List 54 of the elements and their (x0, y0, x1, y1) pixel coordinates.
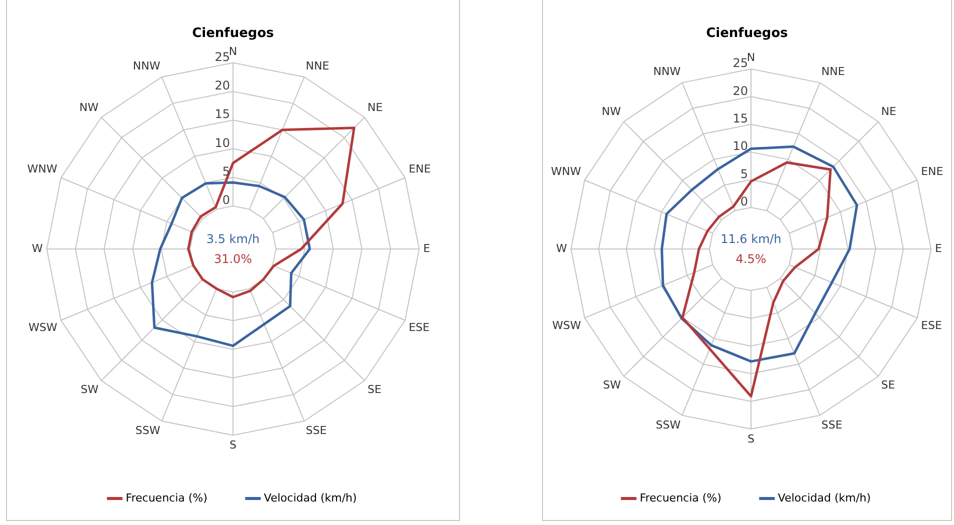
spoke-label: E (423, 242, 430, 255)
legend-label: Frecuencia (%) (126, 491, 208, 504)
spoke-label: SSE (306, 424, 327, 438)
chart-title: Cienfuegos (706, 26, 788, 42)
text: 11.6 km/h (720, 232, 782, 246)
spoke-label: SSW (656, 418, 681, 432)
spoke-label: NE (367, 100, 383, 114)
spoke-label: W (556, 242, 568, 255)
spoke-label: SW (80, 382, 99, 396)
y-tick-label: 25 (214, 50, 230, 64)
spoke-label: NNW (653, 65, 681, 78)
spoke-label: N (746, 51, 756, 64)
text: 3.5 km/h (206, 232, 260, 246)
spoke-label: ENE (408, 162, 431, 176)
spoke-label: WSW (28, 321, 58, 334)
spoke-label: SE (881, 378, 896, 392)
spoke-label: W (32, 242, 43, 255)
spoke-label: WSW (552, 318, 582, 332)
spoke-label: S (230, 438, 237, 452)
spoke-label: WNW (27, 162, 58, 176)
spoke-label: E (935, 242, 942, 255)
y-tick-label: 20 (732, 84, 748, 98)
y-tick-label: 0 (222, 193, 230, 208)
y-tick-label: 0 (740, 194, 748, 209)
text: 31.0% (214, 252, 252, 266)
spoke-label: ESE (408, 321, 430, 334)
y-tick-label: 5 (740, 166, 748, 181)
legend-label: Velocidad (km/h) (264, 491, 357, 504)
spoke-label: NW (602, 105, 621, 118)
spoke-label: SW (603, 378, 621, 392)
spoke-label: S (748, 432, 755, 446)
y-tick-label: 15 (214, 107, 230, 122)
y-tick-label: 15 (732, 111, 748, 126)
y-tick-label: 10 (732, 139, 748, 154)
spoke-label: NW (79, 100, 99, 114)
spoke-label: N (228, 45, 238, 58)
spoke-label: NNE (821, 65, 845, 78)
spoke-label: ESE (921, 318, 942, 332)
spoke-label: NNW (132, 60, 160, 73)
spoke-label: ENE (921, 164, 944, 178)
y-tick-label: 20 (214, 78, 230, 93)
y-tick-label: 10 (214, 136, 230, 150)
spoke-label: SSW (135, 424, 160, 438)
spoke-label: SE (367, 382, 382, 396)
legend-label: Frecuencia (%) (640, 491, 722, 504)
chart-title: Cienfuegos (192, 26, 274, 42)
y-tick-label: 25 (732, 56, 748, 70)
legend-label: Velocidad (km/h) (778, 491, 871, 504)
text: 4.5% (736, 252, 766, 266)
spoke-label: WNW (550, 164, 582, 178)
y-tick-label: 5 (222, 164, 230, 179)
spoke-label: SSE (821, 418, 842, 432)
spoke-label: NNE (306, 60, 330, 73)
spoke-label: NE (881, 105, 896, 118)
